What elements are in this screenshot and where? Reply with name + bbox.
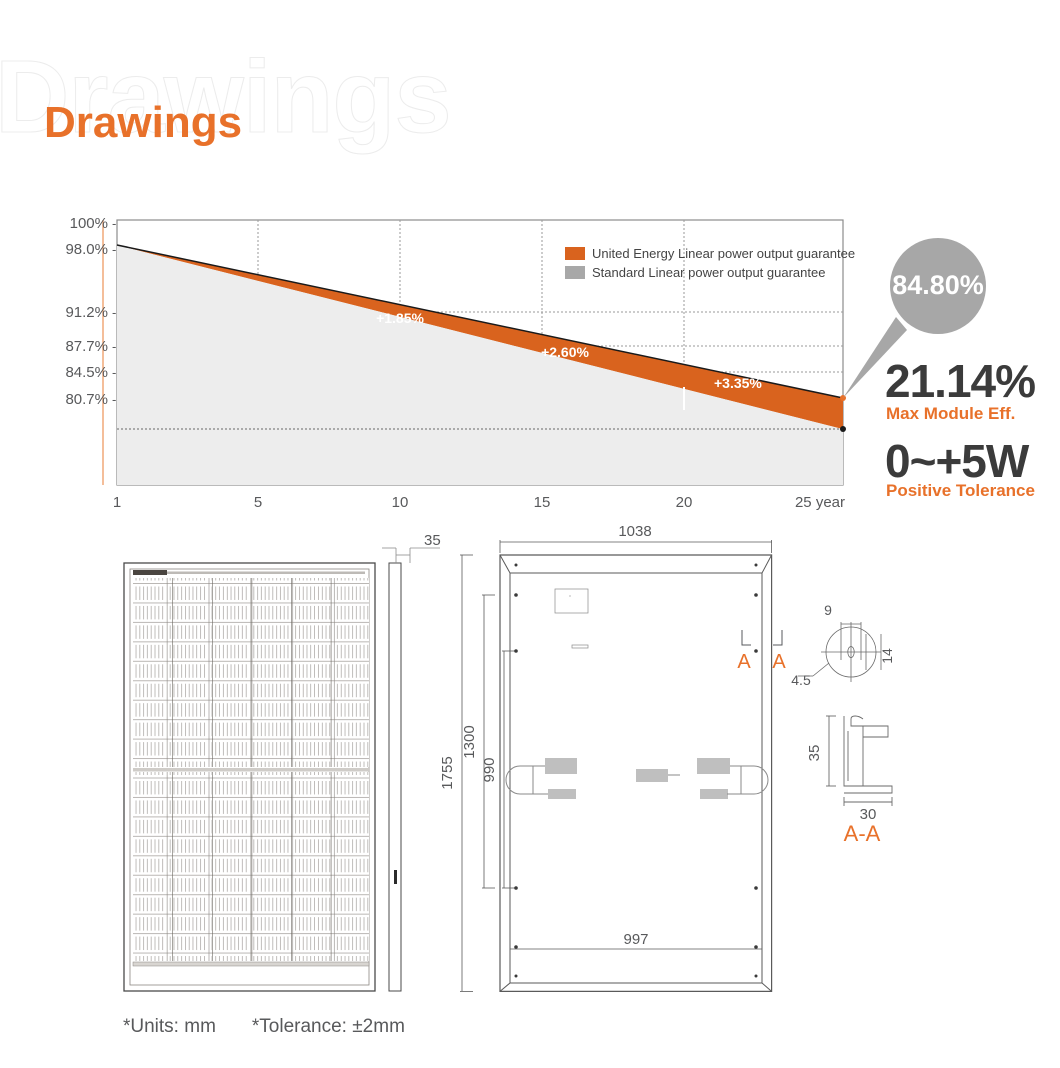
- svg-text:A: A: [737, 651, 751, 673]
- svg-text:14: 14: [879, 648, 895, 664]
- svg-text:1755: 1755: [439, 756, 456, 789]
- svg-text:A: A: [772, 651, 786, 673]
- svg-text:35: 35: [424, 532, 441, 549]
- svg-text:997: 997: [623, 931, 648, 948]
- svg-text:A-A: A-A: [844, 821, 881, 846]
- svg-text:1300: 1300: [461, 725, 478, 758]
- svg-text:4.5: 4.5: [791, 672, 811, 688]
- svg-text:9: 9: [824, 602, 832, 618]
- svg-text:1038: 1038: [618, 523, 651, 540]
- svg-text:990: 990: [481, 757, 498, 782]
- svg-text:35: 35: [806, 745, 823, 762]
